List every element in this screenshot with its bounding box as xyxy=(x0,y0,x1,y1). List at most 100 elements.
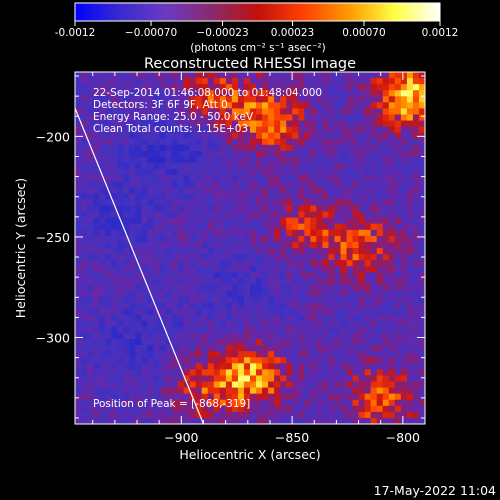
heatmap-cell xyxy=(262,102,269,110)
heatmap-cell xyxy=(87,132,94,140)
heatmap-cell xyxy=(195,132,203,140)
heatmap-cell xyxy=(370,345,378,352)
heatmap-cell xyxy=(135,156,142,164)
heatmap-cell xyxy=(123,393,130,401)
heatmap-cell xyxy=(334,156,342,164)
heatmap-cell xyxy=(310,78,317,85)
heatmap-cell xyxy=(213,217,221,225)
heatmap-cell xyxy=(292,217,299,225)
heatmap-cell xyxy=(334,96,342,103)
heatmap-cell xyxy=(400,381,408,389)
heatmap-cell xyxy=(213,156,221,164)
heatmap-cell xyxy=(147,72,155,79)
heatmap-cell xyxy=(93,399,100,407)
heatmap-cell xyxy=(364,132,372,140)
heatmap-cell xyxy=(418,78,425,85)
heatmap-cell xyxy=(346,108,354,116)
heatmap-cell xyxy=(159,187,167,194)
heatmap-cell xyxy=(177,175,185,182)
heatmap-cell xyxy=(207,114,215,122)
heatmap-cell xyxy=(280,150,287,158)
heatmap-cell xyxy=(117,260,124,267)
heatmap-cell xyxy=(340,187,348,194)
heatmap-cell xyxy=(201,187,209,194)
heatmap-cell xyxy=(189,339,197,346)
heatmap-cell xyxy=(81,163,88,170)
heatmap-cell xyxy=(135,211,142,219)
heatmap-cell xyxy=(165,308,173,316)
heatmap-cell xyxy=(219,248,227,255)
heatmap-cell xyxy=(183,332,191,340)
heatmap-cell xyxy=(334,345,342,352)
heatmap-cell xyxy=(412,235,420,243)
heatmap-cell xyxy=(111,241,118,249)
heatmap-cell xyxy=(141,369,149,377)
heatmap-cell xyxy=(207,405,215,413)
heatmap-cell xyxy=(262,108,269,116)
heatmap-cell xyxy=(316,108,324,116)
heatmap-cell xyxy=(400,357,408,364)
heatmap-cell xyxy=(159,248,167,255)
heatmap-cell xyxy=(189,248,197,255)
heatmap-cell xyxy=(171,156,179,164)
heatmap-cell xyxy=(87,126,94,134)
heatmap-cell xyxy=(99,351,106,358)
heatmap-cell xyxy=(334,193,342,201)
heatmap-cell xyxy=(292,84,299,91)
heatmap-cell xyxy=(382,302,390,310)
heatmap-cell xyxy=(99,72,106,79)
heatmap-cell xyxy=(171,399,179,407)
heatmap-cell xyxy=(316,181,324,188)
heatmap-cell xyxy=(117,375,124,383)
heatmap-cell xyxy=(123,241,130,249)
heatmap-cell xyxy=(292,187,299,194)
heatmap-cell xyxy=(141,132,149,140)
heatmap-cell xyxy=(81,169,88,176)
heatmap-cell xyxy=(141,411,149,419)
heatmap-cell xyxy=(207,84,215,91)
heatmap-cell xyxy=(376,417,384,424)
heatmap-cell xyxy=(364,90,372,97)
heatmap-cell xyxy=(141,284,149,292)
heatmap-cell xyxy=(153,102,161,110)
heatmap-cell xyxy=(298,235,305,243)
heatmap-cell xyxy=(225,78,233,85)
heatmap-cell xyxy=(292,284,299,292)
heatmap-cell xyxy=(183,399,191,407)
heatmap-cell xyxy=(250,144,257,152)
heatmap-cell xyxy=(195,248,203,255)
heatmap-cell xyxy=(195,417,203,424)
heatmap-cell xyxy=(147,114,155,122)
heatmap-cell xyxy=(183,266,191,273)
heatmap-cell xyxy=(364,193,372,201)
heatmap-cell xyxy=(81,278,88,286)
heatmap-cell xyxy=(141,405,149,413)
heatmap-cell xyxy=(316,399,324,407)
heatmap-cell xyxy=(111,357,118,364)
heatmap-cell xyxy=(412,229,420,237)
heatmap-cell xyxy=(123,126,130,134)
heatmap-cell xyxy=(159,411,167,419)
heatmap-cell xyxy=(75,351,82,358)
heatmap-cell xyxy=(135,326,142,334)
heatmap-cell xyxy=(105,72,112,79)
heatmap-cell xyxy=(400,332,408,340)
heatmap-cell xyxy=(93,205,100,213)
heatmap-cell xyxy=(159,193,167,201)
heatmap-cell xyxy=(75,150,82,158)
heatmap-cell xyxy=(105,217,112,225)
heatmap-cell xyxy=(243,235,251,243)
heatmap-cell xyxy=(135,72,142,79)
heatmap-cell xyxy=(394,241,402,249)
heatmap-cell xyxy=(225,96,233,103)
heatmap-cell xyxy=(87,375,94,383)
heatmap-cell xyxy=(388,241,396,249)
heatmap-cell xyxy=(195,193,203,201)
heatmap-cell xyxy=(298,96,305,103)
heatmap-cell xyxy=(268,278,275,286)
heatmap-cell xyxy=(346,272,354,279)
heatmap-cell xyxy=(87,278,94,286)
heatmap-cell xyxy=(147,199,155,207)
heatmap-cell xyxy=(153,284,161,292)
heatmap-cell xyxy=(250,266,257,273)
